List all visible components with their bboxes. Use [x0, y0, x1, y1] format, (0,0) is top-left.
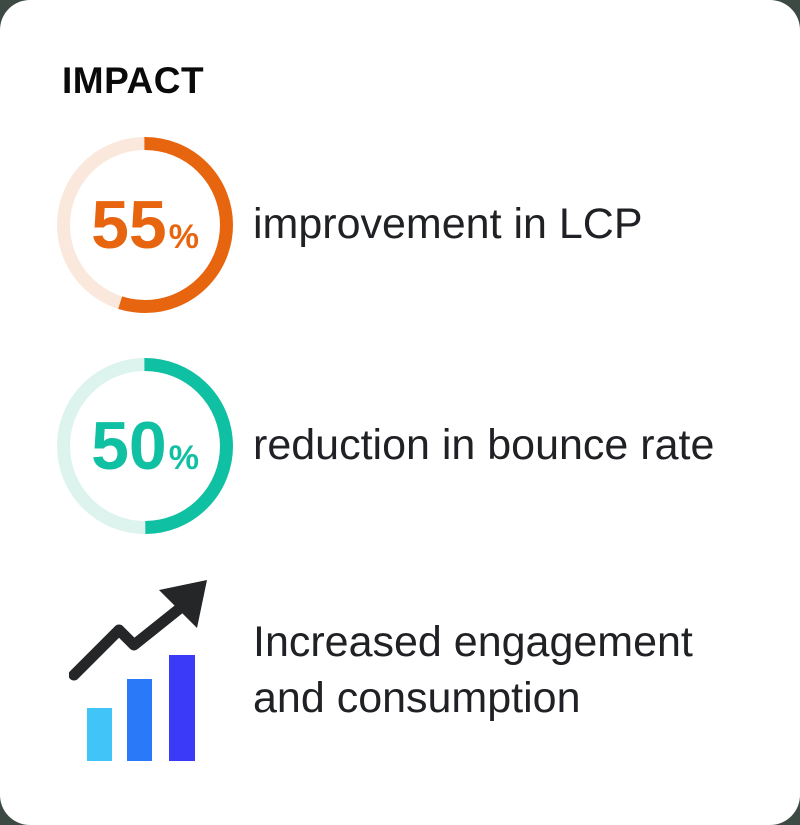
impact-row-lcp: 55 % improvement in LCP: [57, 137, 800, 313]
rising-bar-chart-icon: [57, 578, 233, 763]
arrow-head: [159, 580, 207, 628]
donut-ring-icon: [57, 358, 233, 534]
donut-ring-icon: [57, 137, 233, 313]
bar-chart-arrow-icon: [69, 580, 207, 761]
bar-tall: [169, 655, 195, 761]
label-line-2: and consumption: [253, 673, 581, 722]
donut-chart-lcp: 55 %: [57, 137, 233, 313]
impact-label-lcp: improvement in LCP: [253, 200, 643, 249]
percent-value: 55: [91, 187, 167, 263]
label-line-1: Increased engagement: [253, 618, 693, 667]
donut-progress-arc: [57, 137, 233, 313]
bar-medium: [127, 679, 152, 761]
bar-short: [87, 708, 112, 761]
donut-progress-arc: [57, 358, 233, 534]
percent-sign: %: [168, 439, 199, 477]
donut-chart-bounce-rate: 50 %: [57, 358, 233, 534]
section-title: IMPACT: [62, 60, 205, 101]
impact-row-engagement: Increased engagement and consumption: [57, 578, 800, 763]
percent-value: 50: [91, 408, 167, 484]
percent-readout: 50 %: [57, 412, 233, 480]
impact-label-bounce-rate: reduction in bounce rate: [253, 421, 715, 470]
impact-label-engagement: Increased engagement and consumption: [253, 615, 693, 725]
impact-row-bounce-rate: 50 % reduction in bounce rate: [57, 358, 800, 534]
trend-line: [69, 603, 185, 681]
percent-readout: 55 %: [57, 191, 233, 259]
percent-sign: %: [168, 218, 199, 256]
